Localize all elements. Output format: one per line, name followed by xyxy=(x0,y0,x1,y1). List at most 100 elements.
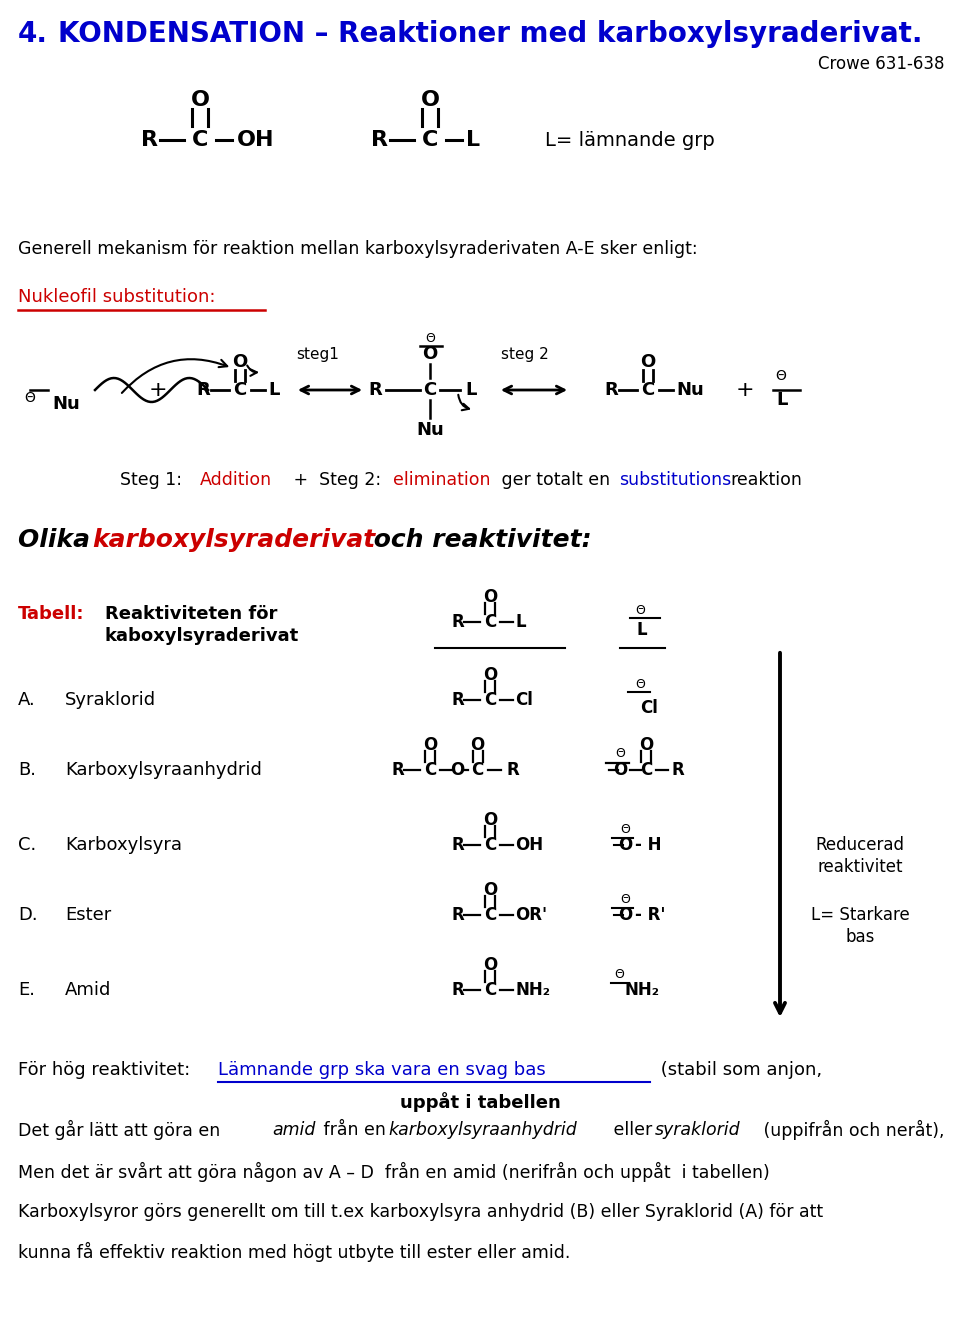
Text: Tabell:: Tabell: xyxy=(18,605,84,623)
Text: C: C xyxy=(233,381,247,399)
Text: kunna få effektiv reaktion med högt utbyte till ester eller amid.: kunna få effektiv reaktion med högt utby… xyxy=(18,1241,570,1261)
Text: KONDENSATION – Reaktioner med karboxylsyraderivat.: KONDENSATION – Reaktioner med karboxylsy… xyxy=(58,20,923,48)
Text: +  Steg 2:: + Steg 2: xyxy=(288,471,387,488)
Text: NH₂: NH₂ xyxy=(516,981,550,998)
Text: Reducerad: Reducerad xyxy=(815,836,904,854)
Text: För hög reaktivitet:: För hög reaktivitet: xyxy=(18,1062,202,1079)
Text: Θ: Θ xyxy=(25,391,36,405)
Text: reaktion: reaktion xyxy=(730,471,802,488)
Text: karboxylsyraderivat: karboxylsyraderivat xyxy=(92,527,375,552)
Text: Men det är svårt att göra någon av A – D  från en amid (nerifrån och uppåt  i ta: Men det är svårt att göra någon av A – D… xyxy=(18,1162,770,1182)
Text: D.: D. xyxy=(18,906,37,925)
Text: Ester: Ester xyxy=(65,906,111,925)
Text: C: C xyxy=(484,981,496,998)
Text: O: O xyxy=(639,735,654,754)
Text: (stabil som anjon,: (stabil som anjon, xyxy=(655,1062,822,1079)
Text: R: R xyxy=(605,381,618,399)
Text: A.: A. xyxy=(18,691,36,709)
Text: Θ: Θ xyxy=(620,892,630,906)
Text: Θ: Θ xyxy=(775,369,786,382)
Text: Reaktiviteten för: Reaktiviteten för xyxy=(105,605,277,623)
Text: O: O xyxy=(618,906,632,925)
Text: O: O xyxy=(420,90,440,110)
Text: O: O xyxy=(470,735,485,754)
Text: O: O xyxy=(483,666,497,684)
Text: C: C xyxy=(484,613,496,631)
Text: O: O xyxy=(483,588,497,607)
Text: från en: från en xyxy=(318,1121,392,1139)
Text: - R': - R' xyxy=(635,906,665,925)
Text: O: O xyxy=(612,761,627,778)
Text: R: R xyxy=(451,981,464,998)
Text: C: C xyxy=(641,381,655,399)
Text: C: C xyxy=(192,130,208,150)
Text: L: L xyxy=(465,381,476,399)
Text: O: O xyxy=(190,90,209,110)
Text: L: L xyxy=(268,381,279,399)
Text: C: C xyxy=(484,836,496,854)
Text: syraklorid: syraklorid xyxy=(655,1121,740,1139)
Text: Karboxylsyraanhydrid: Karboxylsyraanhydrid xyxy=(65,761,262,778)
Text: R: R xyxy=(451,613,464,631)
Text: amid: amid xyxy=(272,1121,316,1139)
Text: Θ: Θ xyxy=(636,604,645,616)
Text: R: R xyxy=(451,836,464,854)
Text: R: R xyxy=(391,761,404,778)
Text: R: R xyxy=(372,130,388,150)
Text: Karboxylsyror görs generellt om till t.ex karboxylsyra anhydrid (B) eller Syrakl: Karboxylsyror görs generellt om till t.e… xyxy=(18,1202,823,1221)
Text: OH: OH xyxy=(236,130,274,150)
Text: R: R xyxy=(197,381,210,399)
Text: L: L xyxy=(776,391,787,409)
Text: ger totalt en: ger totalt en xyxy=(496,471,615,488)
Text: uppåt i tabellen: uppåt i tabellen xyxy=(399,1092,561,1113)
Text: NH₂: NH₂ xyxy=(625,981,660,998)
Text: karboxylsyraanhydrid: karboxylsyraanhydrid xyxy=(388,1121,577,1139)
Text: +: + xyxy=(735,380,755,400)
Text: Karboxylsyra: Karboxylsyra xyxy=(65,836,182,854)
Text: +: + xyxy=(149,380,167,400)
Text: C.: C. xyxy=(18,836,36,854)
Text: Generell mekanism för reaktion mellan karboxylsyraderivaten A-E sker enligt:: Generell mekanism för reaktion mellan ka… xyxy=(18,240,698,258)
Text: - H: - H xyxy=(635,836,661,854)
Text: C: C xyxy=(471,761,484,778)
Text: O: O xyxy=(483,880,497,899)
Text: C: C xyxy=(421,130,438,150)
Text: Nu: Nu xyxy=(676,381,704,399)
Text: O: O xyxy=(422,345,438,362)
Text: reaktivitet: reaktivitet xyxy=(817,858,902,876)
FancyArrowPatch shape xyxy=(122,360,228,393)
Text: O: O xyxy=(483,811,497,829)
Text: Θ: Θ xyxy=(615,747,625,761)
Text: Syraklorid: Syraklorid xyxy=(65,691,156,709)
Text: O: O xyxy=(640,353,656,370)
Text: Θ: Θ xyxy=(620,823,630,836)
Text: O: O xyxy=(450,761,465,778)
Text: B.: B. xyxy=(18,761,36,778)
Text: Crowe 631-638: Crowe 631-638 xyxy=(819,55,945,72)
Text: R: R xyxy=(451,906,464,925)
Text: Amid: Amid xyxy=(65,981,111,998)
Text: Nu: Nu xyxy=(52,395,80,413)
Text: L: L xyxy=(467,130,481,150)
Text: eller: eller xyxy=(608,1121,658,1139)
Text: R: R xyxy=(368,381,382,399)
Text: steg1: steg1 xyxy=(297,348,340,362)
Text: bas: bas xyxy=(846,929,875,946)
Text: L= lämnande grp: L= lämnande grp xyxy=(545,130,715,149)
Text: elimination: elimination xyxy=(393,471,491,488)
Text: R: R xyxy=(141,130,158,150)
Text: Det går lätt att göra en: Det går lätt att göra en xyxy=(18,1121,226,1141)
Text: Cl: Cl xyxy=(640,699,658,717)
Text: Nu: Nu xyxy=(416,421,444,439)
Text: Nukleofil substitution:: Nukleofil substitution: xyxy=(18,289,215,306)
Text: R: R xyxy=(451,691,464,709)
Text: steg 2: steg 2 xyxy=(501,348,549,362)
Text: 4.: 4. xyxy=(18,20,48,48)
Text: Θ: Θ xyxy=(614,968,624,981)
Text: E.: E. xyxy=(18,981,35,998)
Text: C: C xyxy=(640,761,653,778)
Text: Addition: Addition xyxy=(200,471,272,488)
Text: (uppifrån och neråt),: (uppifrån och neråt), xyxy=(758,1121,945,1141)
Text: C: C xyxy=(484,906,496,925)
FancyArrowPatch shape xyxy=(248,365,257,376)
